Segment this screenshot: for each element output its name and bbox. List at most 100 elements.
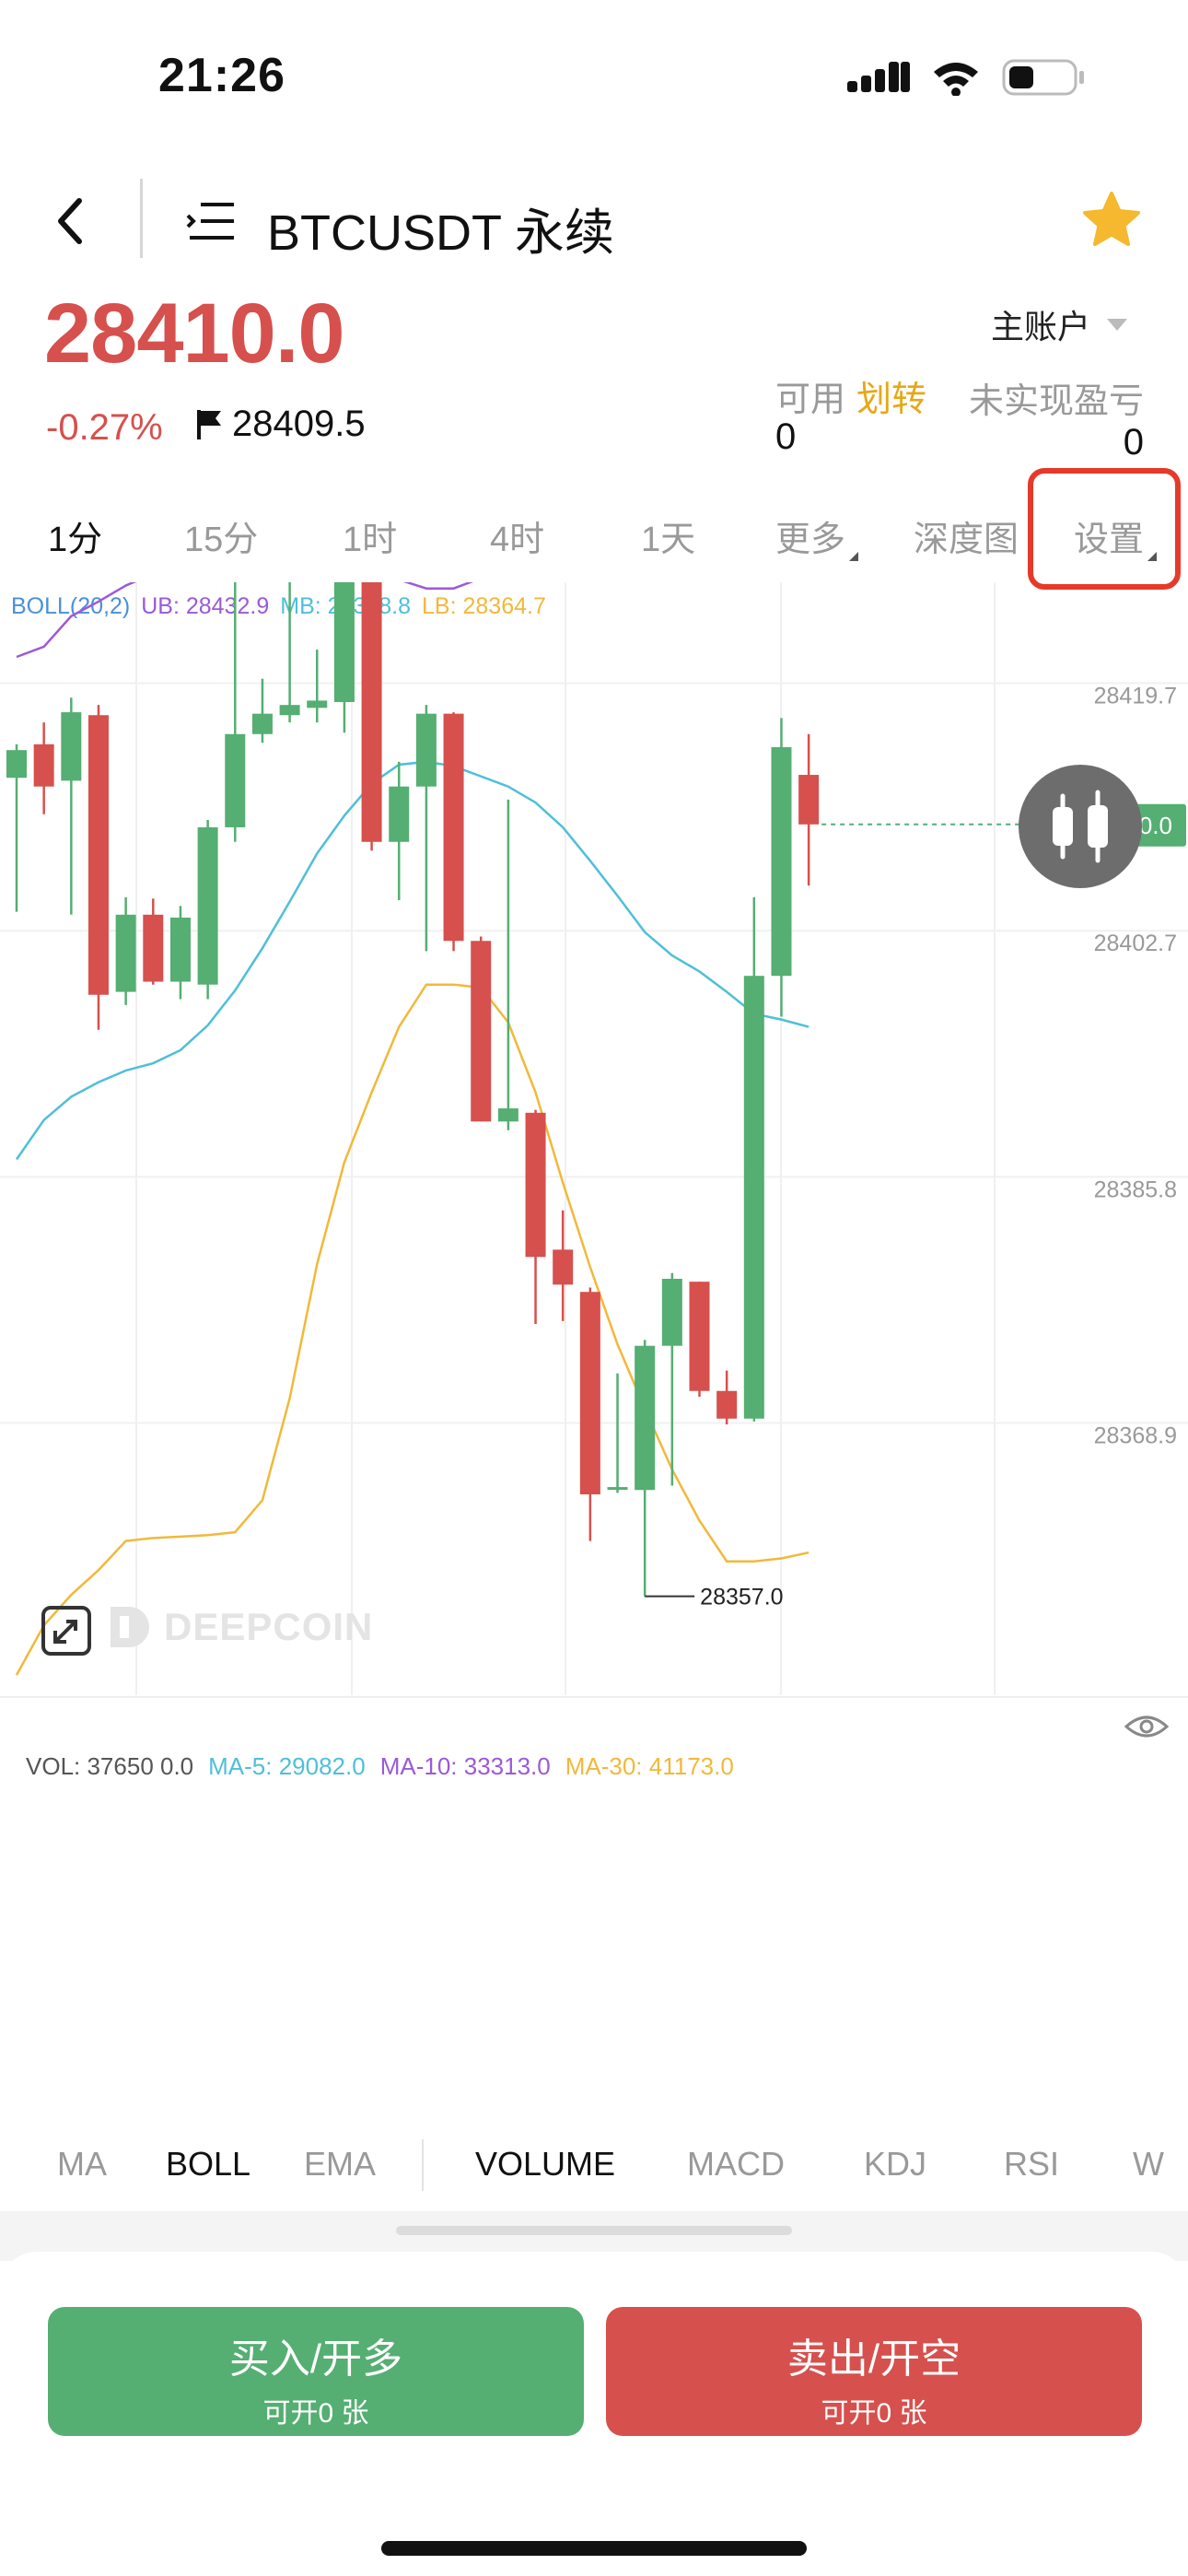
watermark-text: DEEPCOIN (164, 1605, 374, 1648)
candle-body (225, 733, 246, 827)
candle-body (771, 747, 792, 977)
price-tick-label: 28419.7 (1094, 683, 1177, 708)
indicator-tab-macd[interactable]: MACD (687, 2145, 785, 2183)
indicator-tab-ma[interactable]: MA (57, 2145, 107, 2183)
tab-1m[interactable]: 1分 (48, 521, 103, 559)
candle-body (443, 713, 464, 942)
indicator-tab-volume[interactable]: VOLUME (475, 2145, 616, 2183)
indicator-tab-w[interactable]: W (1133, 2145, 1164, 2183)
indicator-tab-kdj[interactable]: KDJ (864, 2145, 927, 2183)
candle (716, 1370, 738, 1425)
boll-ub: UB: 28432.9 (141, 593, 270, 619)
candle (553, 1210, 574, 1321)
wifi-icon (934, 63, 978, 96)
candle-body (497, 1108, 518, 1122)
status-bar: 21:26 (0, 0, 1188, 157)
candle-body (61, 712, 82, 781)
sell-sub-label: 可开0 张 (821, 2398, 927, 2429)
candle-body (279, 705, 300, 716)
tab-1d[interactable]: 1天 (641, 521, 696, 559)
candle (251, 678, 273, 744)
tab-4h[interactable]: 4时 (490, 521, 545, 559)
account-select[interactable]: 主账户 (991, 300, 1127, 348)
chart-type-toggle[interactable] (1019, 765, 1142, 888)
dropdown-corner-icon (849, 552, 859, 561)
candle-body (716, 1390, 738, 1419)
candle-body (415, 713, 437, 787)
vol-value: VOL: 37650 0.0 (26, 1752, 194, 1780)
candle-body (333, 582, 355, 703)
candle (607, 1373, 628, 1493)
menu-icon[interactable] (184, 195, 239, 247)
available-label: 可用 划转 (775, 370, 926, 421)
candle-body (689, 1282, 710, 1391)
tab-more[interactable]: 更多 (775, 510, 859, 561)
symbol-title[interactable]: BTCUSDT 永续 (267, 205, 615, 261)
buy-label: 买入/开多 (228, 2336, 403, 2382)
tab-settings-label: 设置 (1074, 521, 1145, 559)
candle-body (661, 1279, 682, 1346)
candle-body (197, 826, 218, 985)
candle-body (307, 700, 328, 708)
candle (197, 820, 218, 1000)
home-indicator (381, 2541, 807, 2556)
mark-price: 28409.5 (195, 404, 366, 445)
boll-mb-line (15, 760, 809, 1161)
header-divider (140, 179, 143, 258)
candle (579, 1287, 600, 1541)
candle-body (251, 713, 273, 734)
buy-long-button[interactable]: 买入/开多 可开0 张 (48, 2307, 584, 2436)
candle (225, 582, 246, 842)
transfer-link[interactable]: 划转 (856, 381, 927, 419)
indicator-tab-boll[interactable]: BOLL (166, 2145, 251, 2183)
indicator-tab-rsi[interactable]: RSI (1004, 2145, 1060, 2183)
drag-handle[interactable] (396, 2226, 792, 2235)
change-percent: -0.27% (46, 407, 163, 448)
candle-body (798, 775, 820, 825)
star-icon[interactable] (1079, 188, 1144, 252)
battery-icon (1002, 59, 1084, 96)
settings-highlight-box (1028, 468, 1181, 590)
flag-icon (197, 409, 221, 439)
candle-body (169, 917, 191, 982)
vol-ma30: MA-30: 41173.0 (565, 1752, 734, 1780)
candle (115, 896, 136, 1005)
indicator-tabs: MA BOLL EMA VOLUME MACD KDJ RSI W (0, 2136, 1188, 2195)
candle (169, 906, 191, 1000)
candle (661, 1272, 682, 1486)
candle (361, 582, 382, 851)
fullscreen-icon[interactable] (41, 1605, 92, 1657)
candle-body (579, 1292, 600, 1494)
candle-body (553, 1249, 574, 1285)
price-tick-label: 28385.8 (1094, 1177, 1177, 1202)
price-chart[interactable]: 28436.628419.728402.728385.828368.921:03… (0, 582, 1188, 1706)
indicator-tab-ema[interactable]: EMA (304, 2145, 377, 2183)
candle (33, 722, 54, 814)
tab-settings[interactable]: 设置 (1074, 510, 1158, 561)
candle (143, 898, 164, 985)
available-value: 0 (775, 416, 797, 457)
tab-1h[interactable]: 1时 (343, 521, 398, 559)
candle (6, 744, 27, 912)
back-icon[interactable] (44, 188, 99, 252)
candle-body (6, 750, 27, 779)
boll-name[interactable]: BOLL(20,2) (11, 593, 131, 619)
status-icons (847, 57, 1087, 98)
candle (307, 650, 328, 723)
mark-price-value: 28409.5 (232, 404, 366, 444)
tab-depth-chart[interactable]: 深度图 (914, 521, 1019, 559)
candle (333, 582, 355, 733)
indicator-divider (422, 2139, 424, 2191)
candle (771, 718, 792, 1017)
dropdown-corner-icon (1147, 552, 1158, 561)
candle (743, 896, 764, 1422)
candle (443, 712, 464, 952)
eye-icon[interactable] (1124, 1710, 1170, 1743)
tab-15m[interactable]: 15分 (184, 521, 259, 559)
buy-sub-label: 可开0 张 (262, 2398, 369, 2429)
candle (389, 761, 410, 901)
candle-body (389, 786, 410, 842)
candle-body (607, 1487, 628, 1491)
candle (415, 705, 437, 952)
sell-short-button[interactable]: 卖出/开空 可开0 张 (606, 2307, 1142, 2436)
